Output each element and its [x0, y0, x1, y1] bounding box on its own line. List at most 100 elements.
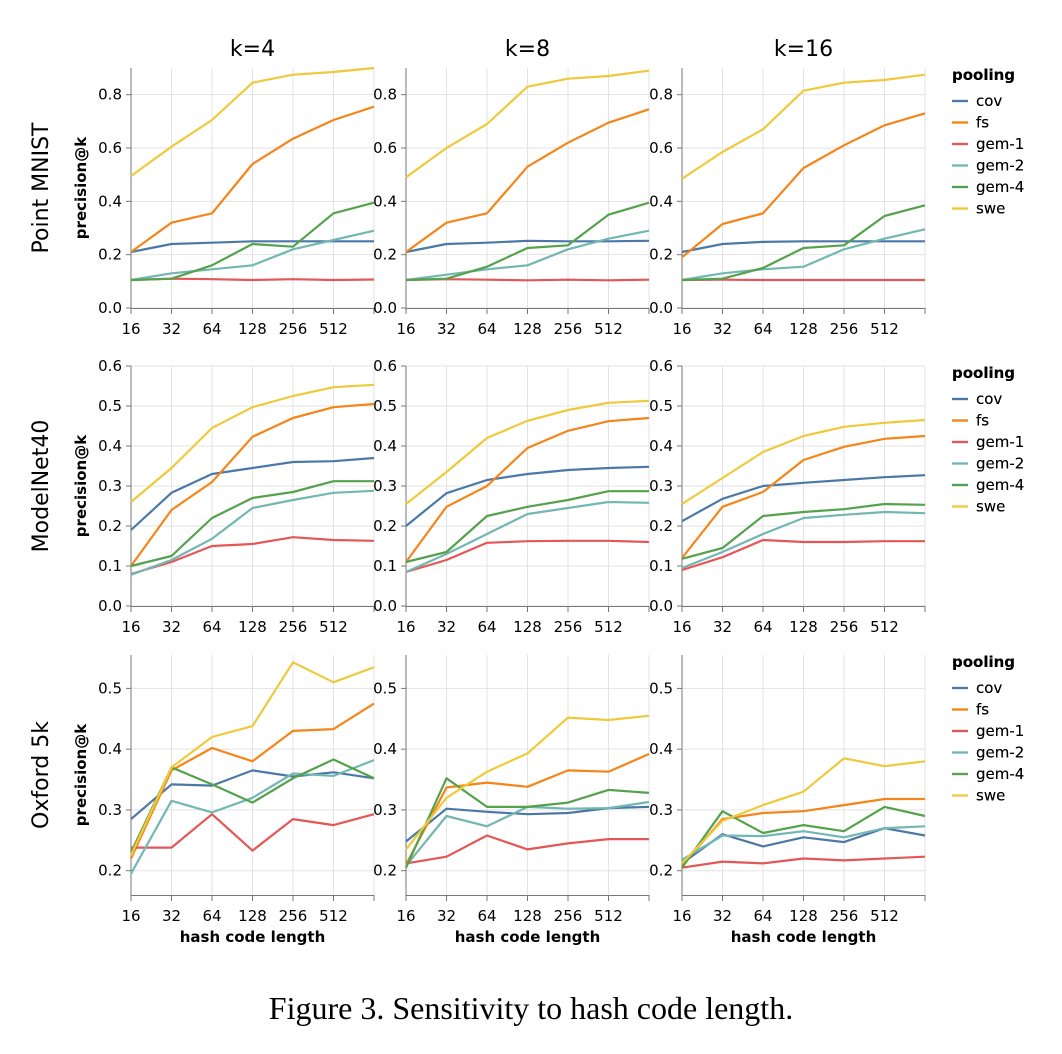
y-axis-label: precision@k — [72, 723, 90, 826]
panel-2-3: 0.0 0.1 0.2 0.3 0.4 0.5 0.6 16 32 64 128 256 512 — [649, 357, 926, 636]
x-tick-label: 16 — [121, 320, 140, 338]
series-line-gem-2 — [130, 759, 375, 875]
series-line-gem-2 — [130, 489, 375, 576]
x-tick-label: 32 — [162, 320, 181, 338]
legend: pooling cov fs gem-1 gem-2 gem-4 swe — [952, 66, 1024, 218]
x-tick-label: 256 — [554, 618, 583, 636]
y-tick-label: 0.4 — [649, 192, 673, 210]
series-line-cov — [405, 465, 650, 527]
panel-2-2: 0.0 0.1 0.2 0.3 0.4 0.5 0.6 16 32 64 128 256 512 — [373, 357, 650, 636]
x-axis-label: hash code length — [731, 928, 877, 946]
series-line-cov — [681, 240, 925, 254]
x-tick-label: 16 — [672, 320, 691, 338]
x-tick-label: 32 — [713, 907, 732, 925]
y-tick-label: 0.6 — [373, 357, 397, 375]
y-tick-label: 0.5 — [98, 679, 122, 697]
series-line-gem-4 — [130, 480, 374, 568]
y-tick-label: 0.2 — [98, 517, 122, 535]
figure-caption: Figure 3. Sensitivity to hash code lengt… — [268, 990, 794, 1026]
y-tick-label: 0.4 — [649, 740, 673, 758]
y-tick-label: 0.2 — [649, 862, 673, 880]
row-title: ModelNet40 — [29, 420, 54, 553]
legend-label-fs: fs — [976, 114, 989, 132]
x-tick-label: 256 — [279, 618, 308, 636]
panel-3-1: 0.2 0.3 0.4 0.5 16 32 64 128 256 512 Oxford 5k prec… — [29, 655, 375, 946]
y-tick-label: 0.5 — [649, 679, 673, 697]
x-tick-label: 64 — [477, 618, 496, 636]
x-tick-label: 128 — [789, 320, 818, 338]
y-tick-label: 0.0 — [373, 597, 397, 615]
x-tick-label: 128 — [789, 618, 818, 636]
x-tick-label: 16 — [396, 618, 415, 636]
y-tick-label: 0.8 — [649, 86, 673, 104]
series-line-cov — [130, 240, 374, 254]
legend-label-cov: cov — [976, 92, 1002, 110]
series-line-gem-4 — [405, 201, 650, 282]
y-tick-label: 0.4 — [373, 437, 397, 455]
x-tick-label: 512 — [319, 618, 348, 636]
x-tick-label: 64 — [753, 618, 772, 636]
x-tick-label: 128 — [238, 618, 267, 636]
legend-label-gem-1: gem-1 — [976, 722, 1024, 740]
x-tick-label: 64 — [202, 907, 221, 925]
legend-label-swe: swe — [976, 498, 1005, 516]
series-line-fs — [130, 402, 375, 567]
series-line-swe — [130, 66, 375, 177]
y-tick-label: 0.4 — [649, 437, 673, 455]
series-line-gem-2 — [405, 229, 650, 282]
x-tick-label: 128 — [513, 618, 542, 636]
y-tick-label: 0.3 — [373, 801, 397, 819]
x-tick-label: 256 — [830, 320, 859, 338]
legend: pooling cov fs gem-1 gem-2 gem-4 swe — [952, 653, 1024, 805]
x-tick-label: 512 — [594, 907, 623, 925]
legend-label-gem-2: gem-2 — [976, 157, 1024, 175]
y-tick-label: 0.2 — [373, 246, 397, 264]
legend-label-gem-2: gem-2 — [976, 157, 1024, 175]
panel-3-2: 0.2 0.3 0.4 0.5 16 32 64 128 256 512 hash code len… — [373, 655, 650, 946]
y-tick-label: 0.5 — [98, 397, 122, 415]
series-line-gem-4 — [681, 204, 926, 282]
legend-label-gem-2: gem-2 — [976, 744, 1024, 762]
x-tick-label: 512 — [319, 907, 348, 925]
x-tick-label: 256 — [279, 320, 308, 338]
x-tick-label: 16 — [396, 320, 415, 338]
legend-label-gem-4: gem-4 — [976, 476, 1024, 494]
series-line-fs — [681, 434, 926, 559]
y-tick-label: 0.6 — [98, 139, 122, 157]
x-tick-label: 32 — [713, 320, 732, 338]
y-tick-label: 0.2 — [649, 517, 673, 535]
series-line-gem-1 — [681, 538, 925, 572]
series-line-swe — [405, 69, 650, 179]
series-line-gem-1 — [131, 813, 375, 852]
x-tick-label: 256 — [554, 320, 583, 338]
y-axis-label: precision@k — [72, 136, 90, 239]
legend-label-swe: swe — [976, 787, 1005, 805]
panel-1-2: 0.0 0.2 0.4 0.6 0.8 16 32 64 128 256 512 k=8 — [373, 37, 650, 338]
series-line-gem-4 — [681, 502, 926, 560]
series-line-gem-1 — [405, 834, 649, 865]
x-tick-label: 64 — [753, 907, 772, 925]
column-title: k=16 — [774, 37, 833, 62]
legend-label-gem-1: gem-1 — [976, 433, 1024, 451]
legend-label-gem-2: gem-2 — [976, 744, 1024, 762]
y-tick-label: 0.1 — [373, 557, 397, 575]
series-line-swe — [681, 73, 926, 180]
legend-label-swe: swe — [976, 200, 1005, 218]
y-tick-label: 0.0 — [649, 299, 673, 317]
legend-label-gem-1: gem-1 — [976, 433, 1024, 451]
y-tick-label: 0.0 — [98, 597, 122, 615]
y-tick-label: 0.8 — [98, 86, 122, 104]
x-tick-label: 512 — [594, 320, 623, 338]
series-line-swe — [130, 661, 375, 856]
y-tick-label: 0.5 — [373, 679, 397, 697]
legend-label-cov: cov — [976, 390, 1002, 408]
y-tick-label: 0.5 — [373, 397, 397, 415]
series-line-gem-4 — [405, 490, 649, 564]
y-tick-label: 0.1 — [98, 557, 122, 575]
x-tick-label: 128 — [238, 320, 267, 338]
x-tick-label: 512 — [870, 907, 899, 925]
legend-label-fs: fs — [976, 701, 989, 719]
legend-label-gem-4: gem-4 — [976, 765, 1024, 783]
x-tick-label: 512 — [870, 618, 899, 636]
legend-label-swe: swe — [976, 787, 1005, 805]
